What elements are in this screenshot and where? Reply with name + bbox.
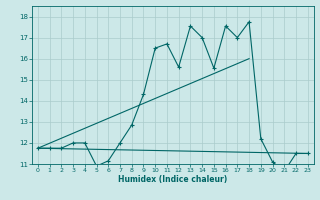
X-axis label: Humidex (Indice chaleur): Humidex (Indice chaleur) bbox=[118, 175, 228, 184]
